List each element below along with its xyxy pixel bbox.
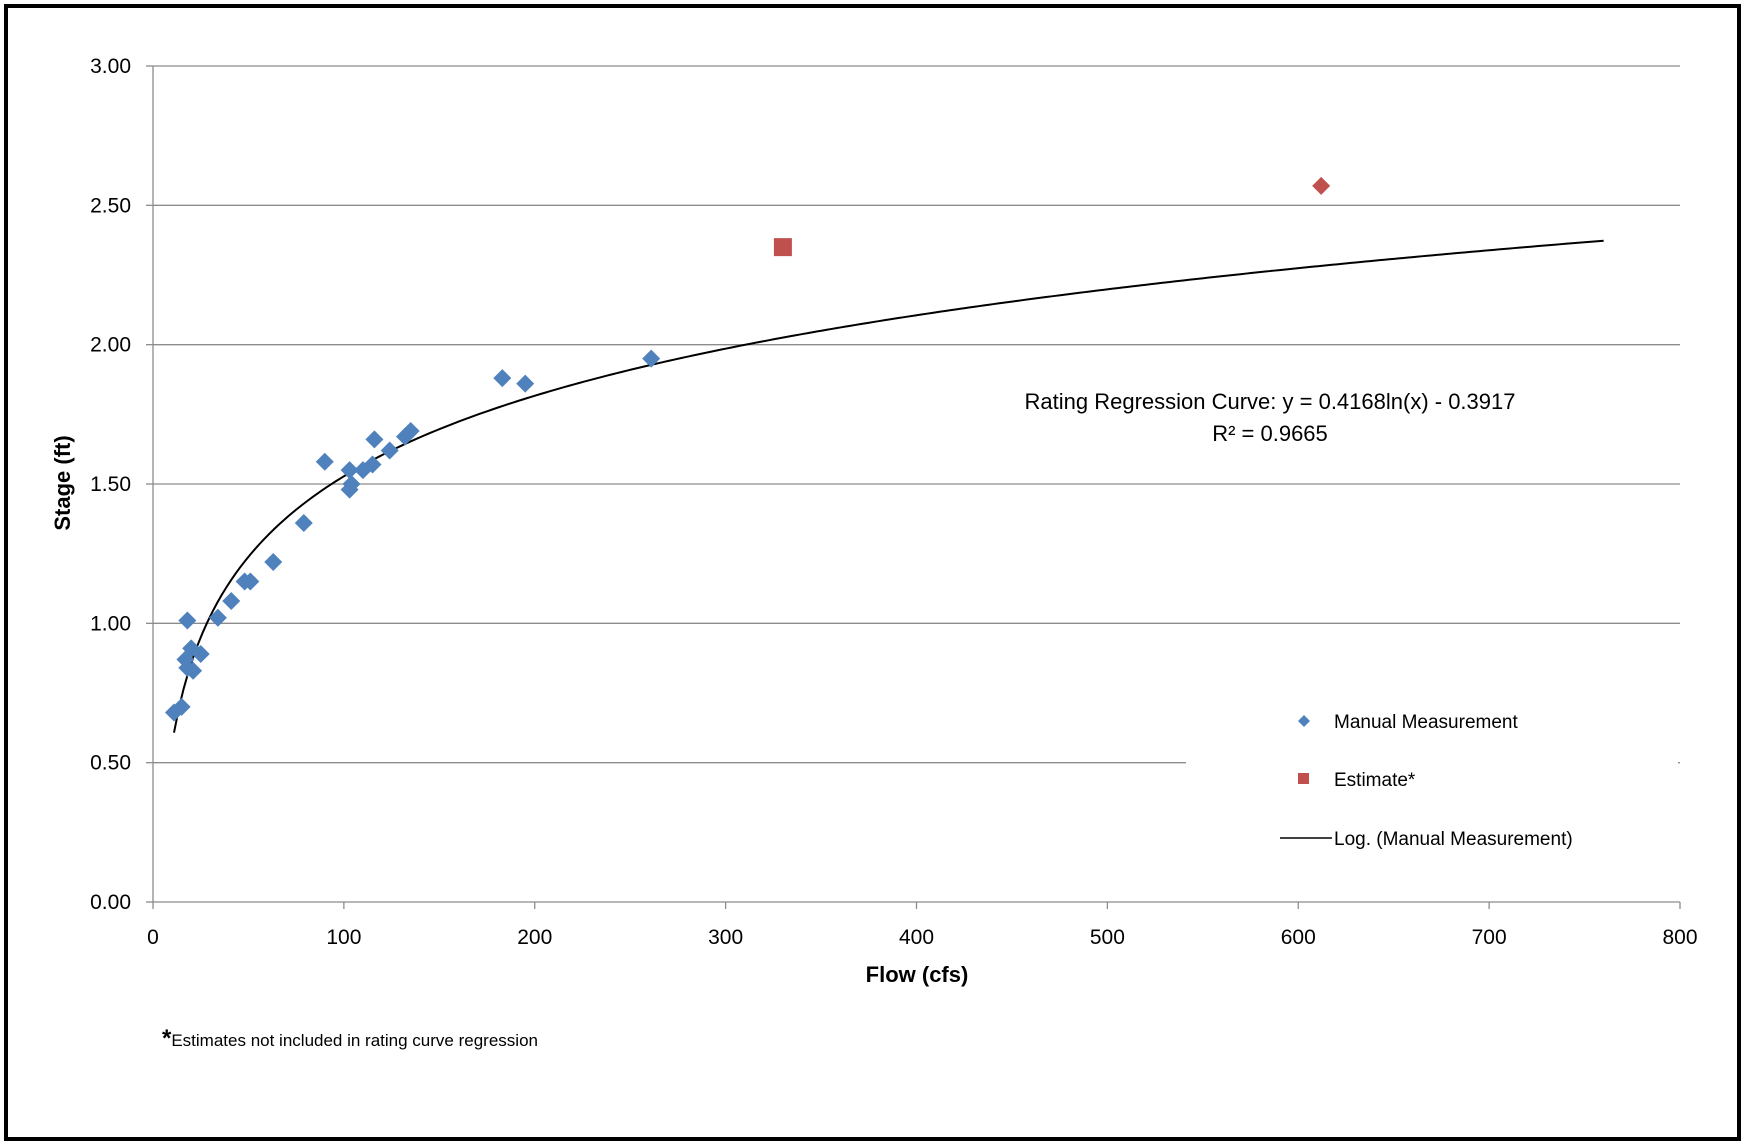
y-tick-label: 1.00 bbox=[90, 612, 131, 635]
y-tick-label: 1.50 bbox=[90, 473, 131, 496]
y-tick-label: 2.50 bbox=[90, 194, 131, 217]
manual-measurement-point bbox=[342, 475, 361, 493]
manual-measurement-point bbox=[191, 644, 210, 663]
x-tick-label: 600 bbox=[1281, 926, 1316, 949]
manual-measurement-point bbox=[241, 572, 260, 591]
manual-measurement-point bbox=[315, 452, 334, 471]
manual-measurement-point bbox=[178, 611, 197, 630]
x-tick-label: 300 bbox=[708, 926, 743, 949]
legend-label-log-trendline: Log. (Manual Measurement) bbox=[1334, 829, 1573, 850]
x-tick-label: 400 bbox=[899, 926, 934, 949]
y-tick-label: 0.50 bbox=[90, 752, 131, 775]
manual-measurement-point bbox=[340, 461, 359, 480]
x-tick-labels: 0 100 200 300 400 500 600 700 800 bbox=[147, 926, 1697, 949]
regression-equation: Rating Regression Curve: y = 0.4168ln(x)… bbox=[1025, 389, 1516, 414]
data-points bbox=[164, 176, 1331, 722]
manual-measurement-point bbox=[493, 369, 512, 388]
manual-measurement-point bbox=[642, 349, 661, 368]
log-trendline bbox=[173, 239, 1604, 733]
x-tick-label: 200 bbox=[517, 926, 552, 949]
x-tick-label: 500 bbox=[1090, 926, 1125, 949]
manual-measurement-point bbox=[365, 430, 384, 449]
y-tick-label: 2.00 bbox=[90, 334, 131, 357]
r-squared: R² = 0.9665 bbox=[1212, 421, 1328, 446]
manual-measurement-point bbox=[184, 661, 203, 680]
y-axis-title: Stage (ft) bbox=[50, 435, 75, 530]
x-tick-label: 100 bbox=[326, 926, 361, 949]
legend-label-manual-measurement: Manual Measurement bbox=[1334, 712, 1518, 733]
x-axis-title: Flow (cfs) bbox=[866, 962, 969, 987]
manual-measurement-point bbox=[401, 422, 420, 441]
legend-item-log-trendline: Log. (Manual Measurement) bbox=[1280, 829, 1573, 850]
manual-measurement-point bbox=[172, 697, 191, 716]
y-tick-labels: 0.00 0.50 1.00 1.50 2.00 2.50 3.00 bbox=[90, 55, 131, 914]
manual-measurement-point bbox=[363, 455, 382, 474]
legend-background bbox=[1186, 700, 1678, 862]
legend-item-estimate: Estimate* bbox=[1298, 770, 1416, 791]
x-tick-label: 700 bbox=[1472, 926, 1507, 949]
legend-square-marker bbox=[1298, 773, 1309, 784]
chart-frame bbox=[4, 4, 1741, 1141]
manual-measurement-point bbox=[264, 553, 283, 572]
footnote-asterisk: * bbox=[162, 1025, 172, 1052]
legend-diamond-marker bbox=[1298, 715, 1310, 727]
footnote: *Estimates not included in rating curve … bbox=[162, 1025, 538, 1053]
estimate-diamond-point bbox=[1312, 176, 1331, 195]
y-tick-label: 3.00 bbox=[90, 55, 131, 78]
manual-measurement-point bbox=[222, 592, 241, 611]
y-tick-label: 0.00 bbox=[90, 891, 131, 914]
legend: Manual Measurement Estimate* Log. (Manua… bbox=[1280, 712, 1573, 850]
axes bbox=[152, 66, 1681, 909]
manual-measurement-point bbox=[208, 608, 227, 627]
x-tick-label: 0 bbox=[147, 926, 159, 949]
manual-measurement-point bbox=[380, 441, 399, 460]
legend-item-manual-measurement: Manual Measurement bbox=[1298, 712, 1518, 733]
legend-label-estimate: Estimate* bbox=[1334, 770, 1416, 791]
manual-measurement-point bbox=[294, 514, 313, 533]
manual-measurement-point bbox=[516, 374, 535, 393]
x-tick-label: 800 bbox=[1662, 926, 1697, 949]
footnote-text: Estimates not included in rating curve r… bbox=[171, 1031, 538, 1050]
estimate-point bbox=[773, 238, 792, 257]
